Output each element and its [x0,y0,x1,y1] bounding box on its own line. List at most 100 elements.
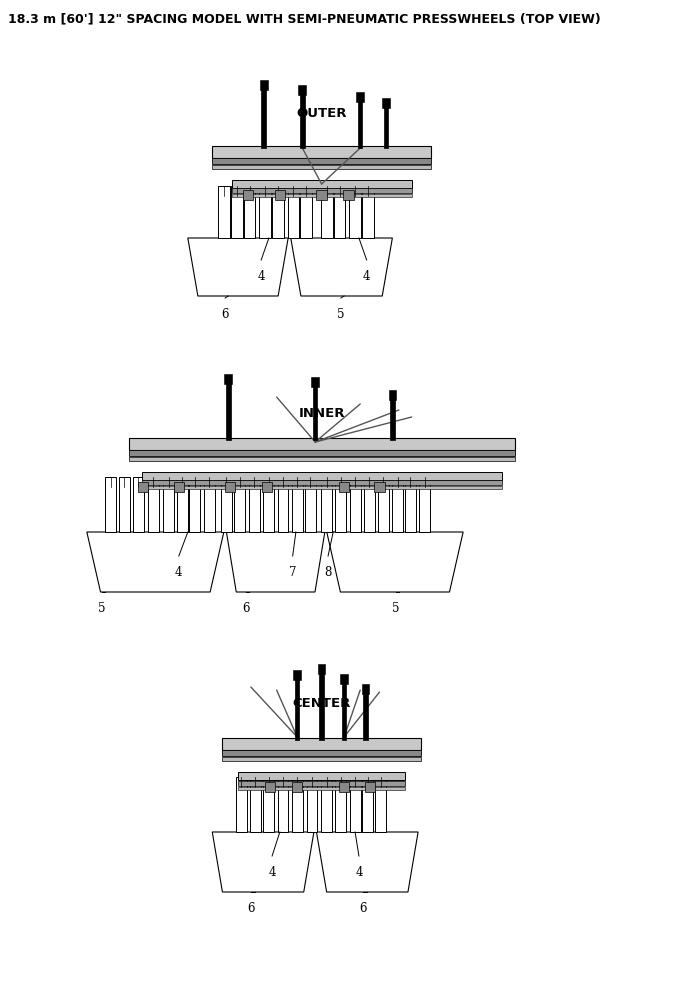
Bar [242,190,253,200]
Polygon shape [188,238,288,296]
Bar [231,186,242,238]
Bar [244,186,256,238]
Text: 5: 5 [392,602,399,615]
Bar [364,477,374,532]
Bar [340,674,348,684]
Text: 5: 5 [98,602,106,615]
Bar [234,477,246,532]
Bar [344,190,354,200]
Bar [389,390,396,400]
Bar [232,188,412,193]
Bar [248,477,260,532]
Bar [190,477,200,532]
Bar [225,482,235,492]
Polygon shape [87,532,224,592]
Bar [363,777,373,832]
Bar [236,777,246,832]
Bar [300,93,304,148]
Bar [292,782,302,792]
Text: 4: 4 [175,566,183,579]
Bar [138,482,148,492]
Text: 5: 5 [337,308,344,321]
Polygon shape [290,238,393,296]
Bar [222,738,421,750]
Bar [259,186,271,238]
Bar [226,382,230,440]
Bar [361,684,369,694]
Bar [141,480,502,485]
Bar [119,477,130,532]
Bar [339,782,349,792]
Bar [318,664,326,674]
Bar [374,482,385,492]
Bar [218,186,230,238]
Bar [163,477,174,532]
Bar [262,88,266,148]
Bar [225,374,232,384]
Bar [321,777,332,832]
Text: 18.3 m [60'] 12" SPACING MODEL WITH SEMI-PNEUMATIC PRESSWHEELS (TOP VIEW): 18.3 m [60'] 12" SPACING MODEL WITH SEMI… [8,12,601,25]
Bar [222,750,421,756]
Text: 4: 4 [355,866,363,879]
Bar [274,190,285,200]
Text: 4: 4 [363,270,370,283]
Bar [316,190,327,200]
Bar [358,100,363,148]
Bar [212,158,431,164]
Bar [321,477,332,532]
Bar [141,472,502,480]
Bar [238,780,405,786]
Bar [260,80,267,90]
Bar [222,757,421,761]
Bar [293,670,301,680]
Text: 6: 6 [221,308,229,321]
Bar [356,92,364,102]
Bar [342,682,346,740]
Bar [321,186,332,238]
Bar [238,786,405,790]
Bar [319,672,324,740]
Bar [362,186,374,238]
Bar [363,692,368,740]
Text: 6: 6 [360,902,368,915]
Bar [335,477,346,532]
Bar [298,85,306,95]
Bar [174,482,184,492]
Bar [250,777,261,832]
Bar [300,186,312,238]
Bar [292,477,302,532]
Text: 4: 4 [258,270,265,283]
Text: 8: 8 [324,566,332,579]
Bar [265,782,275,792]
Bar [378,477,388,532]
Bar [238,772,405,780]
Bar [129,438,514,450]
Bar [312,377,319,387]
Bar [133,477,144,532]
Bar [141,486,502,489]
Bar [292,777,302,832]
Bar [307,777,317,832]
Text: CENTER: CENTER [293,697,351,710]
Bar [390,398,395,440]
Bar [272,186,284,238]
Bar [313,385,317,440]
Bar [262,482,272,492]
Bar [375,777,386,832]
Bar [212,146,431,158]
Bar [221,477,232,532]
Bar [405,477,416,532]
Bar [392,477,403,532]
Text: 6: 6 [247,902,255,915]
Bar [288,186,299,238]
Bar [349,777,360,832]
Bar [278,477,288,532]
Text: 7: 7 [289,566,296,579]
Bar [263,777,274,832]
Bar [304,477,316,532]
Bar [129,457,514,461]
Bar [204,477,214,532]
Bar [382,98,390,108]
Bar [212,165,431,169]
Bar [419,477,430,532]
